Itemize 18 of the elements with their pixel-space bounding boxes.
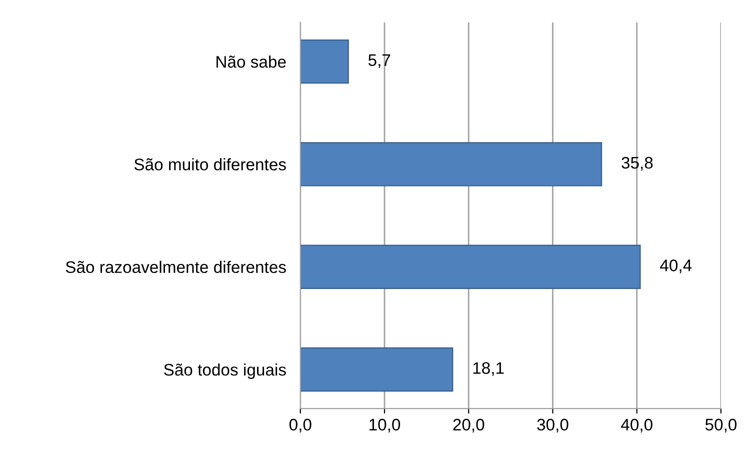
y-tick-label: São razoavelmente diferentes (66, 260, 286, 274)
data-label: 40,4 (660, 260, 692, 274)
x-tick-label: 30,0 (537, 418, 568, 433)
data-label: 35,8 (622, 156, 653, 171)
x-tick-label: 40,0 (621, 418, 652, 433)
bar (300, 347, 454, 392)
bar (300, 244, 641, 289)
y-tick-label: São muito diferentes (134, 158, 286, 170)
y-tick-label: São todos iguais (164, 363, 286, 379)
x-tick-label: 10,0 (370, 418, 400, 433)
bar (300, 39, 349, 84)
x-tick-label: 50,0 (705, 418, 737, 433)
data-label: 18,1 (473, 362, 504, 376)
x-tick-label: 0,0 (289, 418, 312, 433)
bar (300, 142, 602, 186)
y-tick-label: Não sabe (216, 56, 286, 68)
data-label: 5,7 (368, 54, 390, 68)
x-tick-label: 20,0 (453, 418, 484, 433)
